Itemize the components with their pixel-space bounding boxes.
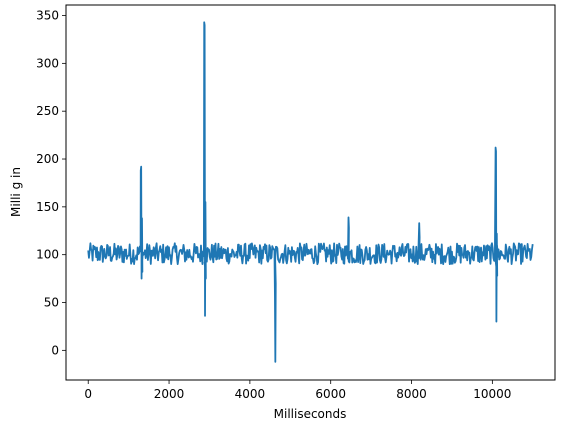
- plot-frame: [65, 4, 556, 381]
- x-tick-label: 0: [84, 387, 92, 401]
- x-axis: 0 2000 4000 6000 8000 10000: [84, 380, 511, 401]
- x-axis-label: Milliseconds: [274, 407, 347, 421]
- y-tick-label: 50: [44, 296, 59, 310]
- y-tick-label: 100: [36, 248, 59, 262]
- x-tick-label: 6000: [315, 387, 346, 401]
- x-tick-label: 4000: [235, 387, 266, 401]
- y-axis-label: Milli g in: [9, 167, 23, 217]
- series-layer: [87, 21, 534, 363]
- x-tick-label: 10000: [473, 387, 511, 401]
- y-tick-label: 300: [36, 56, 59, 70]
- y-axis: 0 50 100 150 200 250 300 350: [36, 9, 66, 357]
- plot-area: [65, 4, 556, 381]
- y-tick-label: 200: [36, 152, 59, 166]
- y-tick-label: 150: [36, 200, 59, 214]
- x-tick-label: 2000: [154, 387, 185, 401]
- series-line: [87, 21, 534, 363]
- y-tick-label: 250: [36, 104, 59, 118]
- y-tick-label: 350: [36, 9, 59, 23]
- y-tick-label: 0: [51, 343, 59, 357]
- x-tick-label: 8000: [396, 387, 427, 401]
